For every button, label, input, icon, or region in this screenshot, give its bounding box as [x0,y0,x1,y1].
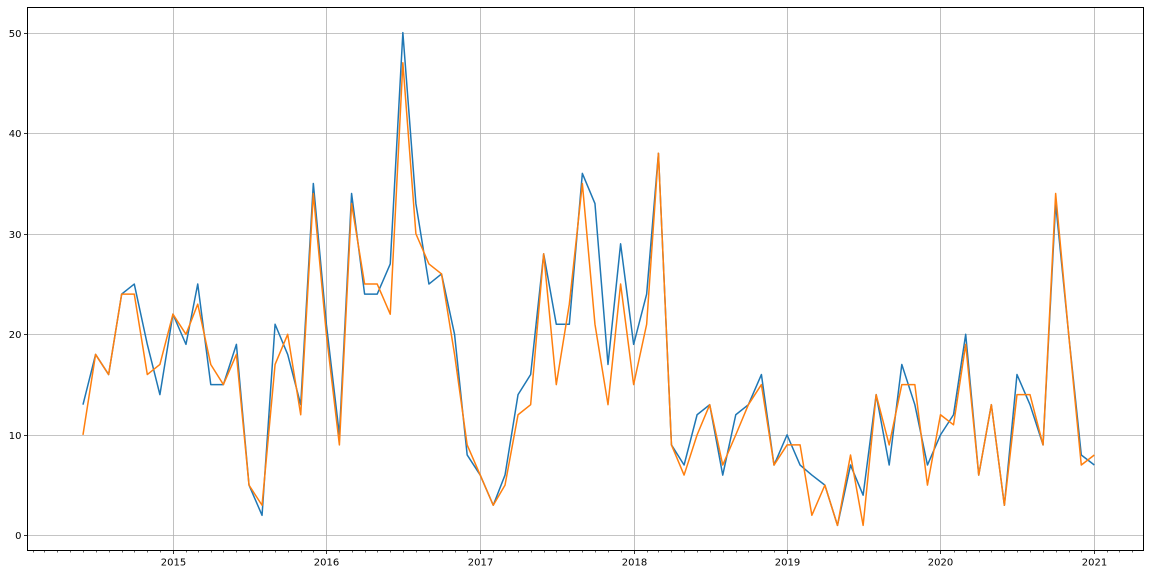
x-axis: 2015 2016 2017 2018 2019 2020 2021 [33,550,1133,569]
x-tick-label: 2020 [928,558,953,569]
x-tick-label: 2018 [622,558,647,569]
y-tick-label: 40 [9,129,22,140]
y-tick-label: 0 [15,531,21,542]
x-tick-label: 2021 [1082,558,1107,569]
y-tick-label: 10 [9,431,22,442]
plot-area-background [27,7,1144,551]
x-tick-label: 2017 [468,558,493,569]
x-tick-label: 2015 [161,558,186,569]
y-tick-label: 50 [9,29,22,40]
series-line-2 [82,62,1095,527]
x-tick-label: 2016 [314,558,339,569]
y-axis: 0 10 20 30 40 50 [9,29,28,542]
y-tick-label: 20 [9,330,22,341]
plot-frame [27,7,1144,551]
series-lines [82,31,1095,527]
y-tick-label: 30 [9,230,22,241]
x-tick-label: 2019 [775,558,800,569]
series-line-1 [82,31,1095,527]
gridlines [27,7,1144,551]
